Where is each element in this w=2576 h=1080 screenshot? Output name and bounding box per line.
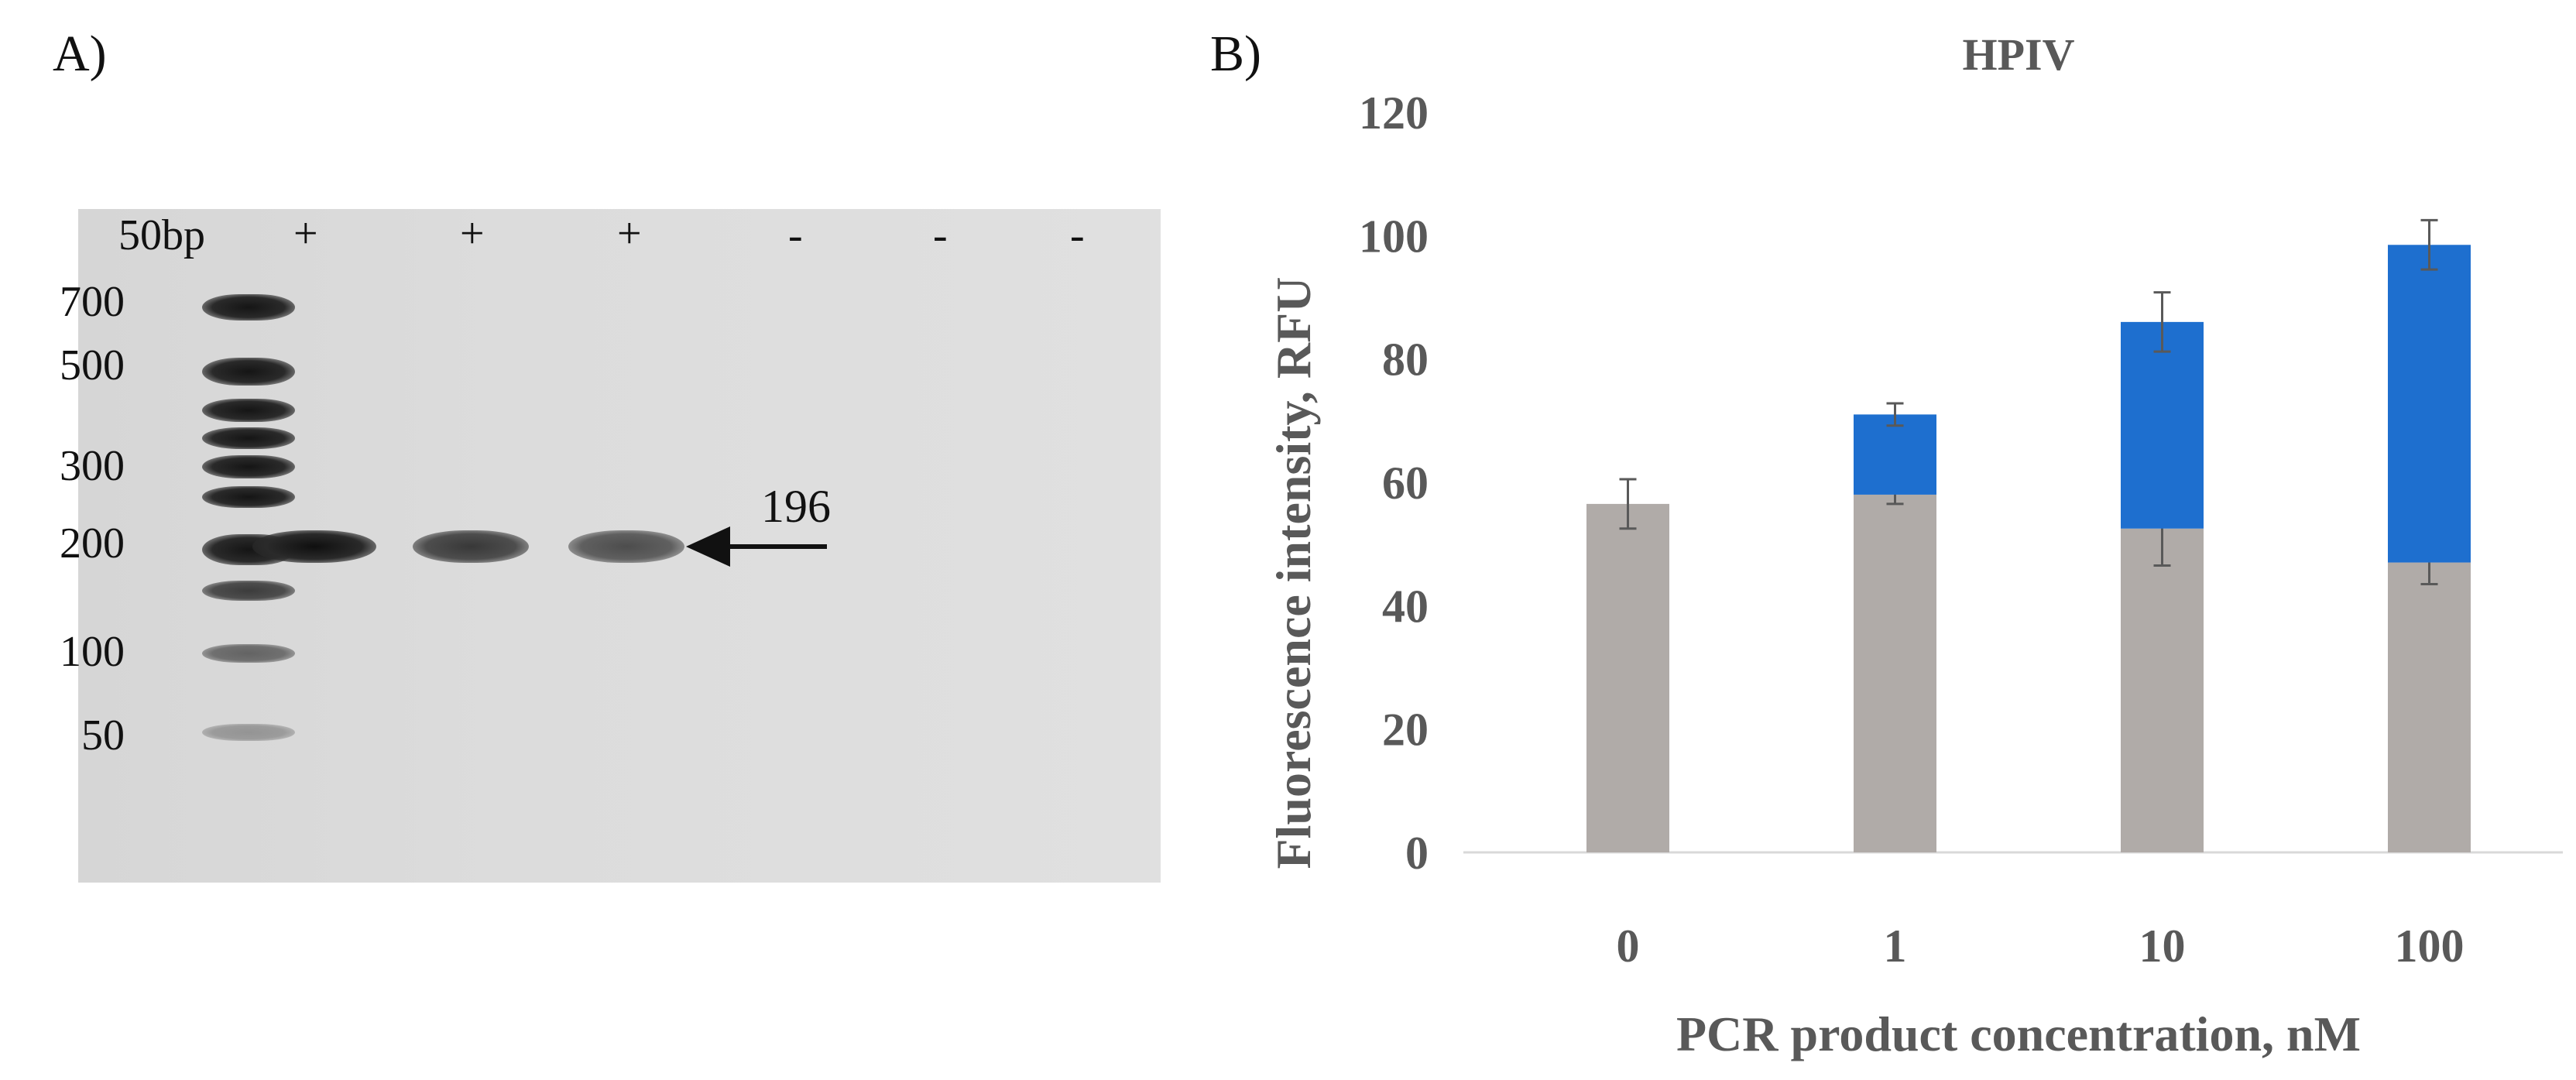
y-tick-label: 120	[1359, 87, 1429, 139]
panel-b-label: B)	[1210, 26, 1261, 82]
ladder-band-700	[202, 294, 295, 321]
lane-label-positive-3: +	[617, 210, 642, 258]
lane-label-negative-2: -	[933, 211, 948, 259]
x-axis-ticks: 0 1 10 100	[1617, 921, 2465, 972]
ladder-band	[202, 486, 295, 508]
lane-label-negative-3: -	[1070, 211, 1085, 259]
ladder-band	[202, 427, 295, 449]
band-size-label: 196	[761, 481, 831, 532]
bars	[1586, 218, 2471, 852]
bar-segment-series-1	[2388, 562, 2471, 852]
bar-segment-series-2	[2121, 321, 2204, 529]
bar-segment-series-1	[1854, 494, 1936, 852]
ladder-band-300	[202, 455, 295, 478]
sample-band-1	[252, 530, 376, 563]
bar-segment-series-2	[2388, 245, 2471, 563]
chart-title: HPIV	[1963, 29, 2075, 80]
marker-label-700: 700	[60, 278, 125, 326]
ladder-band	[202, 399, 295, 422]
lane-label-positive-1: +	[293, 210, 318, 258]
lane-label-negative-1: -	[788, 211, 803, 259]
ladder-band-500	[202, 358, 295, 386]
bar-segment-series-1	[2121, 528, 2204, 852]
marker-label-300: 300	[60, 442, 125, 490]
x-tick-label: 100	[2395, 921, 2465, 972]
marker-label-500: 500	[60, 341, 125, 389]
panel-a-label: A)	[53, 26, 107, 82]
y-tick-label: 60	[1382, 458, 1429, 509]
bar-segment-series-1	[1586, 503, 1669, 852]
x-axis-label: PCR product concentration, nM	[1676, 1006, 2361, 1061]
sample-band-3	[568, 530, 684, 563]
ladder-band-50	[202, 724, 295, 741]
marker-label-200: 200	[60, 519, 125, 567]
lane-label-positive-2: +	[460, 210, 485, 258]
y-tick-label: 100	[1359, 211, 1429, 262]
gel-image: 50bp + + + - - - 700 500 300 200 100 50 …	[60, 209, 1161, 883]
bar-segment-series-2	[1854, 414, 1936, 495]
marker-label-50: 50	[81, 711, 125, 759]
band-arrow-icon	[686, 526, 827, 567]
y-axis-label: Fluorescence intensity, RFU	[1266, 277, 1321, 869]
y-tick-label: 20	[1382, 705, 1429, 756]
y-tick-label: 80	[1382, 334, 1429, 386]
y-tick-label: 40	[1382, 581, 1429, 632]
lane-label-ladder: 50bp	[118, 211, 205, 259]
bar-chart: HPIV 0 20 40 60 80 100 120 0 1 10 100 PCR product…	[1266, 29, 2563, 1061]
x-tick-label: 10	[2139, 921, 2186, 972]
sample-band-2	[413, 530, 529, 563]
x-tick-label: 1	[1884, 921, 1907, 972]
y-tick-label: 0	[1405, 828, 1429, 879]
ladder-band-100	[202, 644, 295, 663]
marker-label-100: 100	[60, 628, 125, 676]
x-tick-label: 0	[1617, 921, 1640, 972]
ladder-band	[202, 581, 295, 601]
y-axis-ticks: 0 20 40 60 80 100 120	[1359, 87, 1429, 879]
